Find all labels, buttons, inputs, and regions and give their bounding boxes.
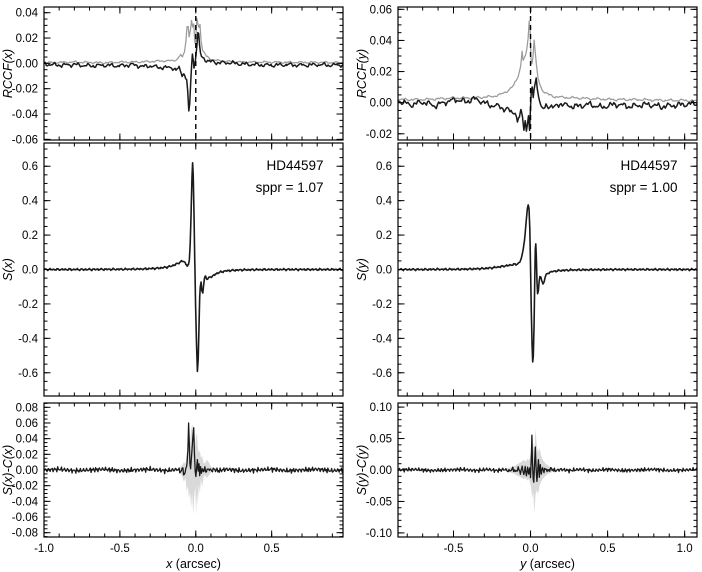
axis-tick-labels: 0.6 0.4 0.2 0.0 -0.2 -0.4 -0.6 [372,161,392,380]
panel-s-y: 0.6 0.4 0.2 0.0 -0.2 -0.4 -0.6 S(y) HD44597 sppr … [355,142,698,397]
x-axis-label: x (arcsec) [165,557,221,571]
y-tick-label: 0.02 [16,33,38,45]
y-tick-label: -0.6 [18,368,38,380]
y-tick-label: 0.10 [370,402,392,414]
y-axis-label: S(x)-C(x) [1,445,15,496]
panel-s-x-minus-c-x: 0.08 0.06 0.04 0.02 0.00 -0.02 -0.04 -0.06 -0.08… [1,402,344,571]
y-tick-label: -0.2 [372,299,392,311]
y-tick-label: 0.4 [22,196,39,208]
axis-ticks [398,403,697,537]
series-s-y-residual [398,434,697,483]
y-tick-label: -0.10 [366,528,392,540]
panel-s-y-minus-c-y: 0.10 0.05 0.00 -0.05 -0.10 -0.5 0.0 0.5 1.0 S(y)-… [355,402,698,571]
x-tick-label: 1.0 [677,543,693,555]
axis-ticks [398,143,697,396]
series-rccf-y-target-black [398,77,697,132]
y-tick-label: 0.04 [16,434,39,446]
y-tick-label: -0.05 [366,496,392,508]
y-tick-label: 0.0 [376,265,392,277]
y-tick-label: -0.08 [12,528,38,540]
y-tick-label: 0.04 [370,35,393,47]
y-tick-label: 0.04 [16,8,39,20]
axis-tick-labels: 0.04 0.02 0.00 -0.02 -0.04 -0.06 [12,8,39,147]
y-tick-label: 0.6 [22,161,38,173]
axis-ticks [43,7,343,140]
annotation-sppr-value: sppr = 1.07 [256,180,324,195]
y-axis-label: RCCF(x) [1,49,15,98]
y-tick-label: 0.6 [376,161,392,173]
y-tick-label: -0.04 [12,496,39,508]
y-tick-label: 0.2 [376,230,392,242]
y-axis-label: S(x) [1,258,15,281]
y-tick-label: 0.06 [370,4,392,16]
y-tick-label: 0.02 [16,449,38,461]
x-tick-label: 0.0 [523,543,539,555]
y-tick-label: 0.00 [16,465,38,477]
y-tick-label: -0.6 [372,368,392,380]
y-tick-label: 0.2 [22,230,38,242]
panel-border [43,6,344,141]
series-rccf-y-reference-gray [398,20,697,103]
axis-tick-labels: 0.6 0.4 0.2 0.0 -0.2 -0.4 -0.6 [18,161,38,380]
y-tick-label: 0.4 [376,196,393,208]
x-tick-label: -0.5 [110,543,130,555]
y-tick-label: 0.00 [370,98,392,110]
y-tick-label: -0.06 [12,512,38,524]
x-tick-label: 0.5 [264,543,280,555]
axis-ticks [43,143,343,396]
y-tick-label: 0.05 [370,434,392,446]
x-tick-label: -1.0 [34,543,54,555]
axis-ticks [398,7,697,140]
y-tick-label: -0.02 [366,129,392,141]
axis-tick-labels: 0.08 0.06 0.04 0.02 0.00 -0.02 -0.04 -0.06 -0.08… [12,402,280,555]
y-axis-label: S(y) [355,258,369,281]
y-tick-label: -0.02 [12,84,38,96]
x-tick-label: -0.5 [444,543,464,555]
axis-ticks [43,402,343,538]
axis-tick-labels: 0.06 0.04 0.02 0.00 -0.02 [366,4,393,140]
y-axis-label: S(y)-C(y) [355,445,369,496]
y-tick-label: 0.00 [16,58,38,70]
panel-rccf-x: 0.04 0.02 0.00 -0.02 -0.04 -0.06 RCCF(x) [1,6,344,147]
series-s-x-residual [44,422,343,478]
y-axis-label: RCCF(y) [355,49,369,98]
y-tick-label: 0.06 [16,418,38,430]
y-tick-label: 0.08 [16,402,38,414]
annotation-star-name: HD44597 [267,158,324,173]
y-tick-label: 0.02 [370,67,392,79]
annotation-star-name: HD44597 [621,158,678,173]
series-s-x-signal [44,162,343,373]
series-rccf-x-reference-gray [44,17,343,65]
y-tick-label: -0.2 [18,299,38,311]
series-s-y-signal [398,204,697,363]
y-tick-label: -0.4 [18,333,38,345]
x-tick-label: 0.0 [188,543,204,555]
axis-tick-labels: 0.10 0.05 0.00 -0.05 -0.10 -0.5 0.0 0.5 1.0 [366,402,693,555]
y-tick-label: 0.00 [370,465,392,477]
panel-rccf-y: 0.06 0.04 0.02 0.00 -0.02 RCCF(y) [355,4,698,141]
y-tick-label: -0.06 [12,134,38,146]
y-tick-label: -0.4 [372,333,392,345]
annotation-sppr-value: sppr = 1.00 [610,180,678,195]
series-rccf-x-target-black [44,31,343,112]
y-tick-label: -0.02 [12,481,38,493]
y-tick-label: -0.04 [12,109,39,121]
panel-s-x: 0.6 0.4 0.2 0.0 -0.2 -0.4 -0.6 S(x) HD44597 sppr … [1,142,344,397]
x-tick-label: 0.5 [600,543,616,555]
x-axis-label: y (arcsec) [519,557,575,571]
panel-border [397,6,698,141]
y-tick-label: 0.0 [22,265,38,277]
